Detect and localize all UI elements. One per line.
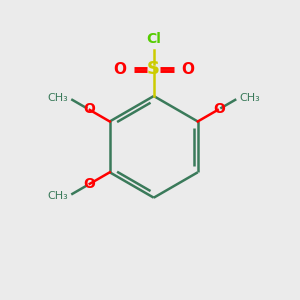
Text: O: O [83,177,95,191]
Text: O: O [182,62,194,77]
Text: S: S [147,61,160,79]
Text: CH₃: CH₃ [48,191,68,201]
Text: CH₃: CH₃ [239,93,260,103]
Text: O: O [213,102,225,116]
Text: Cl: Cl [146,32,161,46]
Text: CH₃: CH₃ [48,93,68,103]
Text: O: O [113,62,126,77]
Text: O: O [83,102,95,116]
